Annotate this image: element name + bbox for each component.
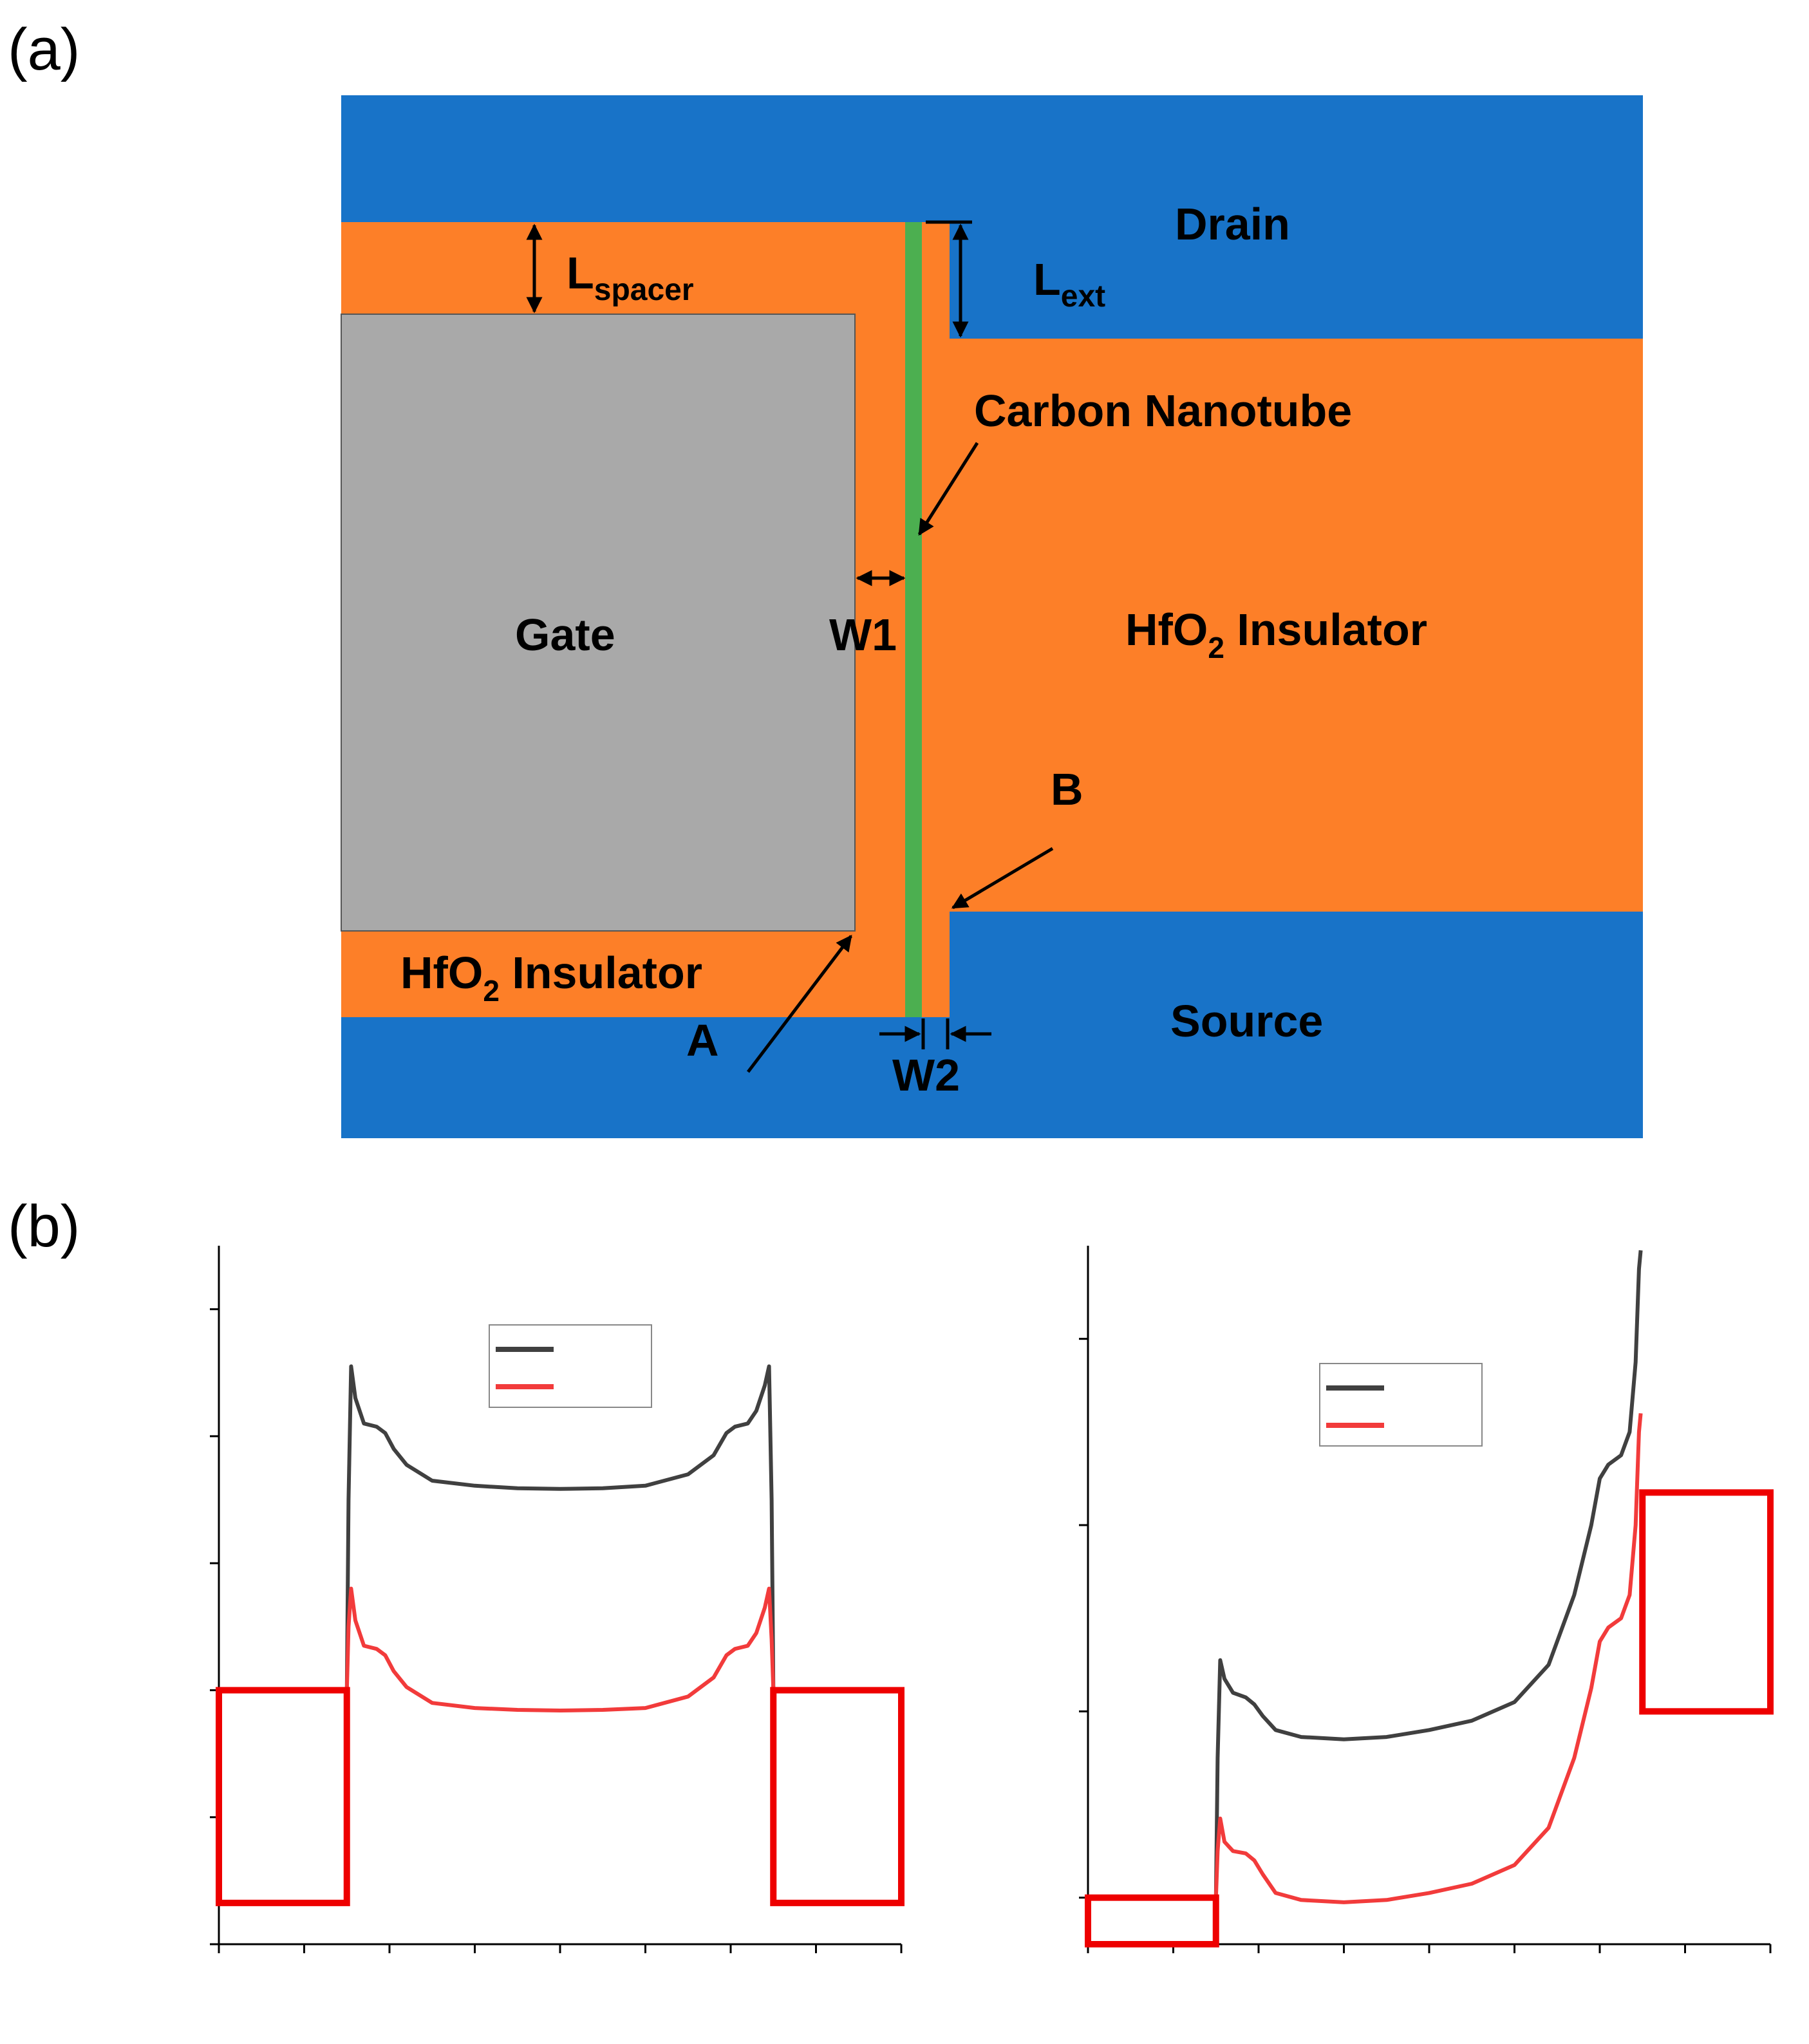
point-a-label: A: [686, 1015, 719, 1065]
legend-box: [489, 1324, 652, 1408]
energy-band-chart-equilibrium: [210, 1246, 904, 1953]
ev-series-line: [344, 1586, 776, 1712]
legend-box: [1319, 1363, 1483, 1447]
gate-region: [341, 314, 856, 932]
point-b-arrow: [951, 847, 1054, 910]
drain-box: [1639, 1489, 1774, 1715]
point-a-arrow: [747, 935, 852, 1073]
drain-label: Drain: [1175, 199, 1290, 249]
insulator-bottom-label: HfO2 Insulator: [400, 948, 702, 1008]
ec-series-line: [1214, 1250, 1643, 1898]
w2-label: W2: [892, 1050, 960, 1100]
gate-label: Gate: [515, 610, 615, 660]
cnt-label: Carbon Nanotube: [974, 386, 1352, 436]
l-ext-label: Lext: [1033, 254, 1105, 314]
insulator-main-label: HfO2 Insulator: [1125, 605, 1427, 664]
source-box: [216, 1687, 350, 1906]
cnt-pointer-arrow: [917, 442, 979, 536]
point-b-label: B: [1051, 764, 1083, 814]
source-label: Source: [1170, 996, 1323, 1046]
drain-box: [770, 1687, 904, 1906]
ec-series-line: [344, 1364, 776, 1691]
panel-a-label: (a): [8, 17, 80, 82]
l-spacer-label: Lspacer: [567, 248, 694, 307]
carbon-nanotube: [905, 222, 922, 1017]
ev-series-line: [1214, 1413, 1643, 1904]
panel-b-label: (b): [8, 1194, 80, 1259]
source-box: [1085, 1894, 1219, 1948]
w1-label: W1: [829, 610, 897, 660]
device-cross-section: [341, 95, 1643, 1138]
insulator-right: [950, 339, 1643, 912]
energy-band-chart-vds: [1079, 1246, 1774, 1953]
